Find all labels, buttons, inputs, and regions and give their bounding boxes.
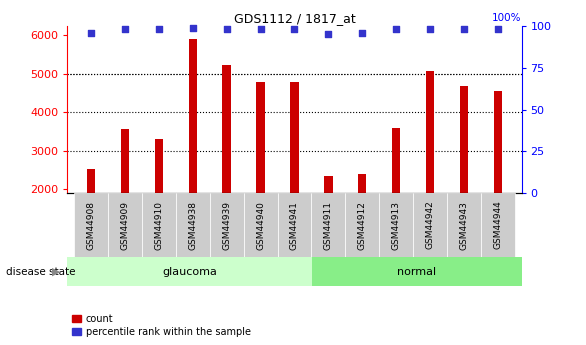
Point [323, 31, 333, 37]
Point [459, 27, 469, 32]
Point [86, 30, 96, 35]
Bar [290, 82, 299, 266]
FancyBboxPatch shape [345, 193, 379, 257]
Text: GSM44938: GSM44938 [188, 200, 197, 250]
FancyBboxPatch shape [481, 193, 515, 257]
Bar [324, 176, 333, 266]
FancyBboxPatch shape [379, 193, 413, 257]
Bar [189, 39, 197, 266]
Text: disease state: disease state [6, 267, 76, 277]
Text: GSM44908: GSM44908 [87, 200, 96, 250]
Title: GDS1112 / 1817_at: GDS1112 / 1817_at [234, 12, 355, 25]
Text: GSM44942: GSM44942 [425, 201, 435, 249]
Point [256, 27, 265, 32]
Point [222, 27, 231, 32]
Text: glaucoma: glaucoma [162, 267, 217, 277]
Text: GSM44941: GSM44941 [290, 201, 299, 249]
Text: GSM44912: GSM44912 [357, 201, 367, 249]
FancyBboxPatch shape [108, 193, 142, 257]
Point [493, 27, 503, 32]
FancyBboxPatch shape [74, 193, 108, 257]
FancyBboxPatch shape [278, 193, 311, 257]
Point [120, 27, 130, 32]
FancyBboxPatch shape [413, 193, 447, 257]
FancyBboxPatch shape [244, 193, 278, 257]
Point [154, 27, 163, 32]
Legend: count, percentile rank within the sample: count, percentile rank within the sample [72, 314, 251, 337]
Text: GSM44940: GSM44940 [256, 201, 265, 249]
Bar [155, 139, 163, 266]
Bar [121, 129, 130, 266]
Point [357, 30, 367, 35]
FancyBboxPatch shape [142, 193, 176, 257]
Bar [256, 82, 265, 266]
FancyBboxPatch shape [210, 193, 244, 257]
Bar [459, 86, 468, 266]
Bar [392, 128, 400, 266]
Bar [87, 169, 96, 266]
Text: GSM44944: GSM44944 [493, 201, 502, 249]
Text: 100%: 100% [492, 12, 522, 22]
Text: GSM44939: GSM44939 [222, 200, 231, 250]
Point [425, 27, 435, 32]
Bar [493, 91, 502, 266]
FancyBboxPatch shape [447, 193, 481, 257]
Bar [426, 71, 434, 266]
Bar [358, 174, 366, 266]
Text: GSM44943: GSM44943 [459, 201, 468, 249]
Point [290, 27, 299, 32]
Point [188, 25, 197, 30]
Text: normal: normal [397, 267, 437, 277]
Bar [223, 66, 231, 266]
Text: GSM44909: GSM44909 [121, 200, 130, 250]
Text: ▶: ▶ [52, 267, 60, 277]
Point [391, 27, 401, 32]
FancyBboxPatch shape [176, 193, 210, 257]
Text: GSM44910: GSM44910 [154, 200, 163, 250]
Text: GSM44911: GSM44911 [324, 200, 333, 250]
Text: GSM44913: GSM44913 [391, 200, 401, 250]
FancyBboxPatch shape [311, 193, 345, 257]
